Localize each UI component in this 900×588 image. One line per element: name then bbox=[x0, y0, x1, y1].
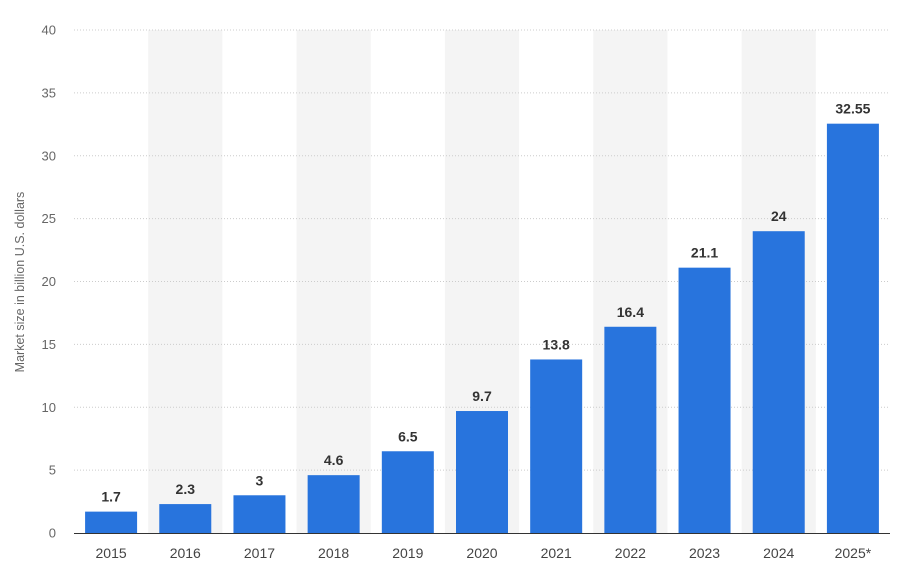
data-label: 32.55 bbox=[835, 101, 870, 117]
y-tick-label: 5 bbox=[49, 463, 56, 478]
bar bbox=[678, 267, 731, 533]
x-tick-label: 2022 bbox=[615, 545, 646, 561]
data-label: 9.7 bbox=[472, 388, 492, 404]
y-tick-label: 0 bbox=[49, 526, 56, 541]
data-label: 16.4 bbox=[617, 304, 644, 320]
x-tick-label: 2015 bbox=[96, 545, 127, 561]
y-tick-label: 40 bbox=[42, 23, 56, 38]
y-tick-label: 25 bbox=[42, 211, 56, 226]
data-label: 6.5 bbox=[398, 428, 418, 444]
x-axis-ticks: 2015 2016 2017 2018 2019 2020 2021 2022 2023 2024… bbox=[96, 545, 872, 561]
bar bbox=[85, 511, 138, 533]
data-label: 13.8 bbox=[543, 336, 570, 352]
y-axis-ticks: 0 5 10 15 20 25 30 35 40 bbox=[42, 23, 56, 541]
bar bbox=[826, 123, 879, 533]
y-tick-label: 35 bbox=[42, 85, 56, 100]
bar bbox=[604, 326, 657, 533]
bar bbox=[752, 231, 805, 533]
bar bbox=[159, 504, 212, 533]
data-label: 3 bbox=[256, 472, 264, 488]
bar bbox=[530, 359, 583, 533]
x-tick-label: 2019 bbox=[392, 545, 423, 561]
y-tick-label: 30 bbox=[42, 148, 56, 163]
x-tick-label: 2016 bbox=[170, 545, 201, 561]
bar bbox=[381, 451, 434, 533]
y-tick-label: 15 bbox=[42, 337, 56, 352]
data-label: 24 bbox=[771, 208, 787, 224]
bar bbox=[456, 411, 508, 533]
y-tick-label: 10 bbox=[42, 400, 56, 415]
data-labels: 1.7 2.3 3 4.6 6.5 9.7 13.8 16.4 21.1 24 32.55 bbox=[101, 101, 870, 505]
data-label: 2.3 bbox=[176, 481, 196, 497]
y-axis-title: Market size in billion U.S. dollars bbox=[13, 192, 27, 373]
bars bbox=[85, 123, 879, 533]
y-tick-label: 20 bbox=[42, 274, 56, 289]
bar bbox=[307, 475, 360, 533]
x-tick-label: 2024 bbox=[763, 545, 794, 561]
x-tick-label: 2021 bbox=[541, 545, 572, 561]
bar bbox=[233, 495, 286, 533]
x-tick-label: 2020 bbox=[466, 545, 497, 561]
x-tick-label: 2025* bbox=[835, 545, 872, 561]
data-label: 21.1 bbox=[691, 245, 718, 261]
data-label: 1.7 bbox=[101, 489, 121, 505]
data-label: 4.6 bbox=[324, 452, 344, 468]
x-tick-label: 2017 bbox=[244, 545, 275, 561]
x-tick-label: 2023 bbox=[689, 545, 720, 561]
x-tick-label: 2018 bbox=[318, 545, 349, 561]
